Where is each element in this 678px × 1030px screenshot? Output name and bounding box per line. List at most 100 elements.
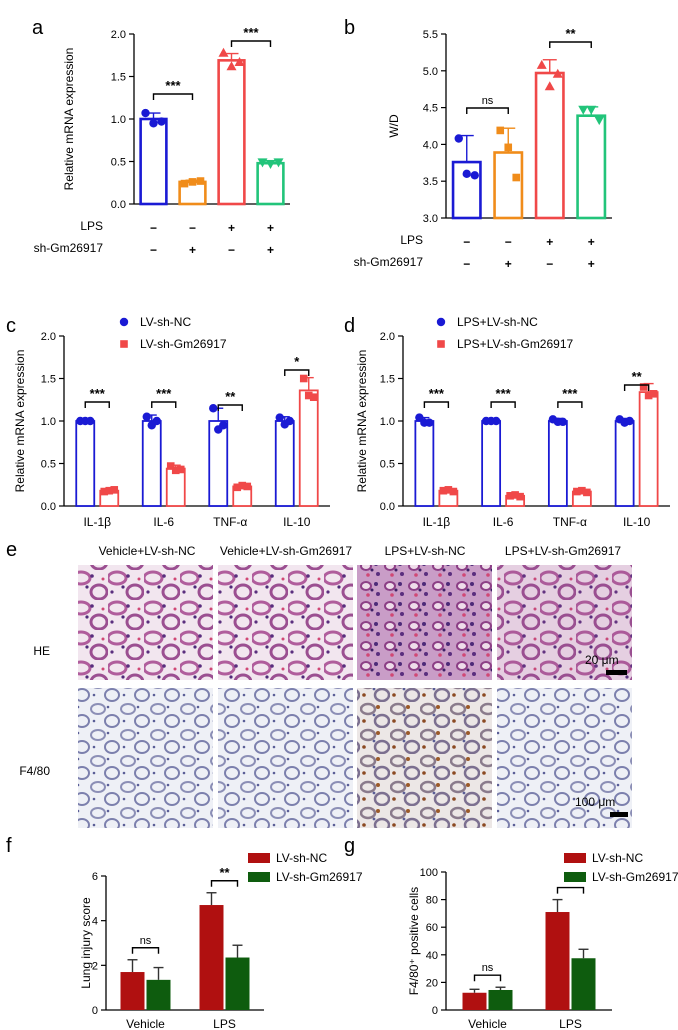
y-tick-label: 1.5 <box>380 374 395 386</box>
data-point-marker <box>243 482 252 491</box>
scale-bar-label: 100 μm <box>575 795 615 809</box>
y-tick-label: 4 <box>92 916 98 928</box>
x-tick-label: LPS <box>559 1017 582 1030</box>
data-point-marker <box>218 47 229 57</box>
x-tick-label: Vehicle <box>468 1017 507 1030</box>
data-point-marker <box>309 393 318 401</box>
data-point-marker <box>141 108 150 118</box>
data-point-marker <box>544 81 555 91</box>
data-point-marker <box>196 177 205 185</box>
panel-label-b: b <box>344 17 355 39</box>
data-point-marker <box>512 173 521 182</box>
data-point-marker <box>470 171 479 180</box>
panel-c-chart: 0.0 0.5 1.0 1.5 2.0 Relative mRNA expression *… <box>13 315 330 529</box>
legend-entry: LV-sh-Gm26917 <box>140 337 227 351</box>
data-point-marker <box>157 117 166 126</box>
x-tick-label: IL-6 <box>153 515 174 529</box>
y-tick-label: 4.5 <box>423 103 438 115</box>
data-point-marker <box>219 421 228 430</box>
histology-column-title: Vehicle+LV-sh-NC <box>99 544 196 558</box>
bar <box>298 389 319 507</box>
bar <box>139 117 168 206</box>
y-tick-label: 1.5 <box>41 374 56 386</box>
data-point-marker <box>439 486 448 495</box>
legend-entry: LV-sh-NC <box>276 851 327 865</box>
data-point-marker <box>86 416 95 426</box>
y-tick-label: 2 <box>92 960 98 972</box>
data-point-marker <box>149 119 158 128</box>
y-tick-label: 0 <box>432 1005 438 1017</box>
condition-sign: − <box>228 243 235 257</box>
panel-g-chart: 0 20 40 60 80 100 F4/80⁺ positive cells ns Vehic… <box>407 851 678 1030</box>
bar <box>208 420 229 507</box>
x-tick-label: TNF-α <box>553 515 587 529</box>
data-point-marker <box>110 486 119 494</box>
data-point-marker <box>506 492 514 500</box>
y-tick-label: 0.0 <box>111 199 126 211</box>
significance-label: ** <box>565 26 576 41</box>
x-tick-label: LPS <box>213 1017 236 1030</box>
panel-label-d: d <box>344 315 355 337</box>
data-point-marker <box>273 158 284 168</box>
bar <box>576 114 607 220</box>
condition-sign: + <box>588 235 595 249</box>
data-point-marker <box>265 160 276 170</box>
bar <box>488 989 513 1010</box>
significance-label: *** <box>165 78 181 93</box>
histology-column-title: LPS+LV-sh-Gm26917 <box>505 544 622 558</box>
significance-bracket <box>473 974 502 982</box>
y-tick-label: 5.5 <box>423 29 438 41</box>
bar <box>217 59 246 206</box>
significance-label: *** <box>429 386 445 401</box>
scale-bar <box>606 670 627 675</box>
data-point-marker <box>425 418 434 427</box>
significance-label: ** <box>225 389 236 404</box>
data-point-marker <box>120 340 128 348</box>
data-point-marker <box>166 462 175 470</box>
data-point-marker <box>578 486 586 495</box>
y-tick-label: 0.5 <box>111 157 126 169</box>
x-tick-label: IL-10 <box>623 515 651 529</box>
data-point-marker <box>536 59 547 69</box>
histology-row-label: HE <box>33 644 50 658</box>
data-point-marker <box>504 143 513 152</box>
scale-bar <box>610 812 628 817</box>
panel-e-histology: Vehicle+LV-sh-NC Vehicle+LV-sh-Gm26917 L… <box>19 544 632 828</box>
significance-bracket <box>490 401 516 408</box>
panel-label-c: c <box>6 315 16 337</box>
y-tick-label: 2.0 <box>111 29 126 41</box>
y-tick-label: 100 <box>420 867 438 879</box>
y-axis-label: F4/80⁺ positive cells <box>407 887 421 995</box>
bar <box>638 391 659 507</box>
significance-label: *** <box>496 386 512 401</box>
significance-bracket <box>549 41 592 48</box>
condition-sign: + <box>267 221 274 235</box>
condition-sign: + <box>505 257 512 271</box>
data-point-marker <box>152 416 161 426</box>
condition-sign: + <box>189 243 196 257</box>
y-tick-label: 0 <box>92 1005 98 1017</box>
data-point-marker <box>625 416 634 426</box>
ihc-image-vehicle-nc <box>78 688 213 828</box>
legend-swatch <box>564 872 586 882</box>
data-point-marker <box>105 486 114 495</box>
data-point-marker <box>436 317 446 327</box>
significance-bracket <box>210 880 239 887</box>
significance-bracket <box>557 401 583 408</box>
data-point-marker <box>226 61 237 71</box>
y-tick-label: 1.0 <box>380 416 395 428</box>
he-image-lps-gm26917 <box>497 565 632 680</box>
data-point-marker <box>285 416 294 426</box>
histology-column-title: LPS+LV-sh-NC <box>385 544 466 558</box>
bar <box>493 151 524 220</box>
condition-row-label: sh-Gm26917 <box>354 255 424 269</box>
data-point-marker <box>578 105 589 115</box>
he-image-vehicle-nc <box>78 565 213 680</box>
y-axis-label: Relative mRNA expression <box>62 48 76 191</box>
y-tick-label: 3.0 <box>423 213 438 225</box>
data-point-marker <box>583 488 591 497</box>
panel-a-chart: 0.0 0.5 1.0 1.5 2.0 Relative mRNA expression *… <box>34 25 290 257</box>
bar <box>225 957 250 1010</box>
bar <box>146 979 171 1010</box>
ihc-image-lps-nc <box>357 688 492 828</box>
